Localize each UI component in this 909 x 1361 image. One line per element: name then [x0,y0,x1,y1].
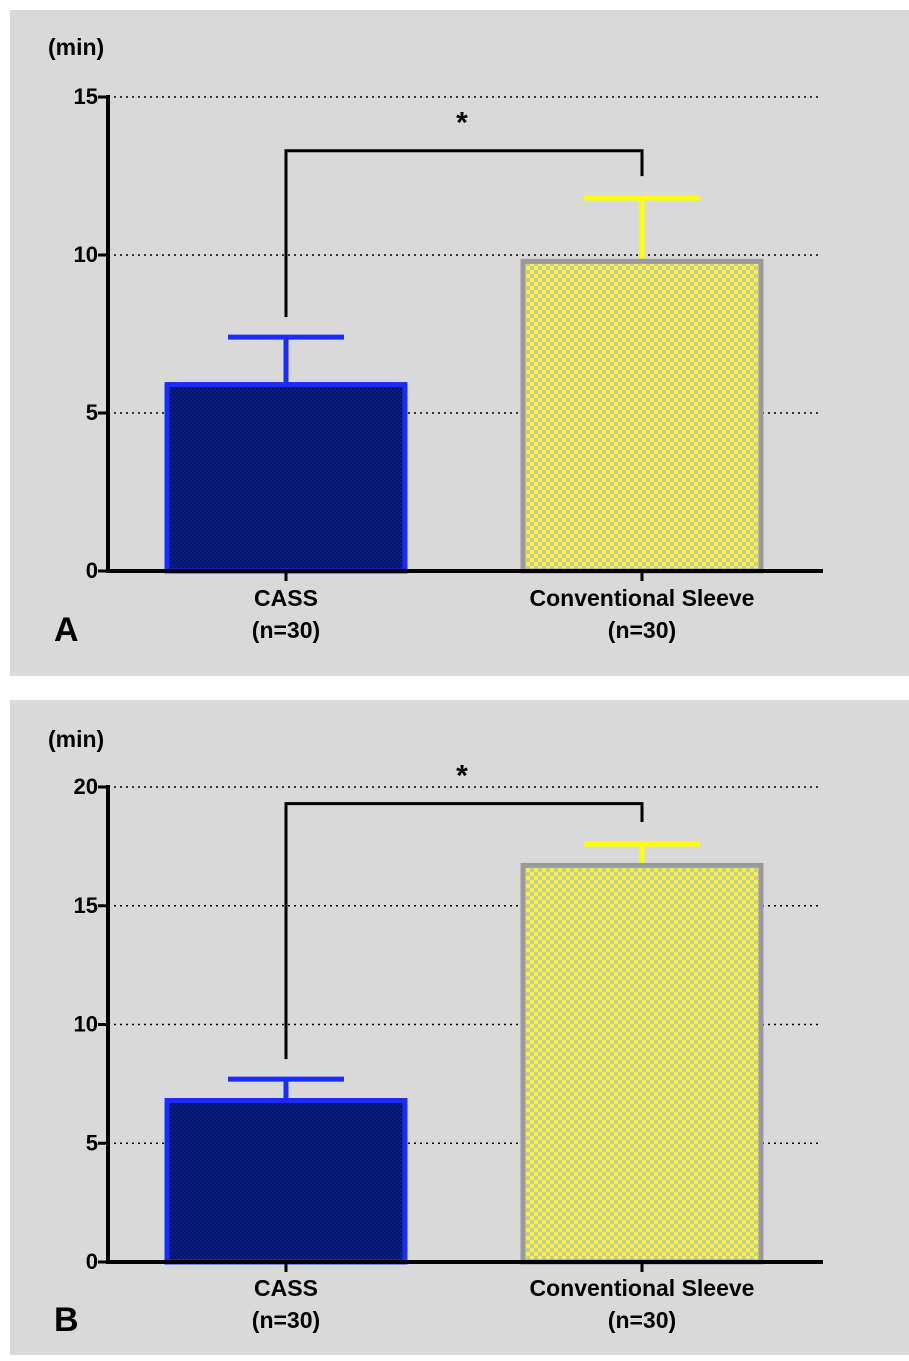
category-label: Conventional Sleeve [530,1275,755,1301]
y-unit-label: (min) [48,34,104,60]
y-tick-label: 10 [74,1012,98,1037]
y-tick-label: 5 [86,400,98,425]
category-n-label: (n=30) [252,617,320,643]
y-tick-label: 15 [74,893,98,918]
category-n-label: (n=30) [252,1307,320,1333]
y-tick-label: 10 [74,242,98,267]
chart-panel-b: 0 5 10 15 20 (min) CASS (n=30) Conventional Slee… [10,700,909,1355]
chart-panel-a: 0 5 10 15 (min) CASS (n=30) Conventional Sleeve… [10,10,909,676]
panel-letter: A [54,611,79,649]
y-tick-label: 5 [86,1130,98,1155]
y-unit-label: (min) [48,726,104,752]
category-n-label: (n=30) [608,1307,676,1333]
y-tick-label: 0 [86,1249,98,1274]
significance-bracket [284,149,644,318]
panel-letter: B [54,1301,79,1339]
bar [164,382,408,574]
y-tick-label: 0 [86,558,98,583]
bar [520,862,764,1265]
bar [164,1098,408,1265]
significance-marker: * [456,760,468,793]
category-label: Conventional Sleeve [530,585,755,611]
significance-marker: * [456,107,468,140]
category-label: CASS [254,585,318,611]
significance-bracket [284,802,644,1060]
category-n-label: (n=30) [608,617,676,643]
bar-chart-a: 0 5 10 15 (min) CASS (n=30) Conventional Sleeve… [48,34,823,649]
y-tick-label: 15 [74,84,98,109]
bar [520,258,764,574]
category-label: CASS [254,1275,318,1301]
y-tick-label: 20 [74,774,98,799]
bar-chart-b: 0 5 10 15 20 (min) CASS (n=30) Conventional Slee… [48,726,823,1339]
